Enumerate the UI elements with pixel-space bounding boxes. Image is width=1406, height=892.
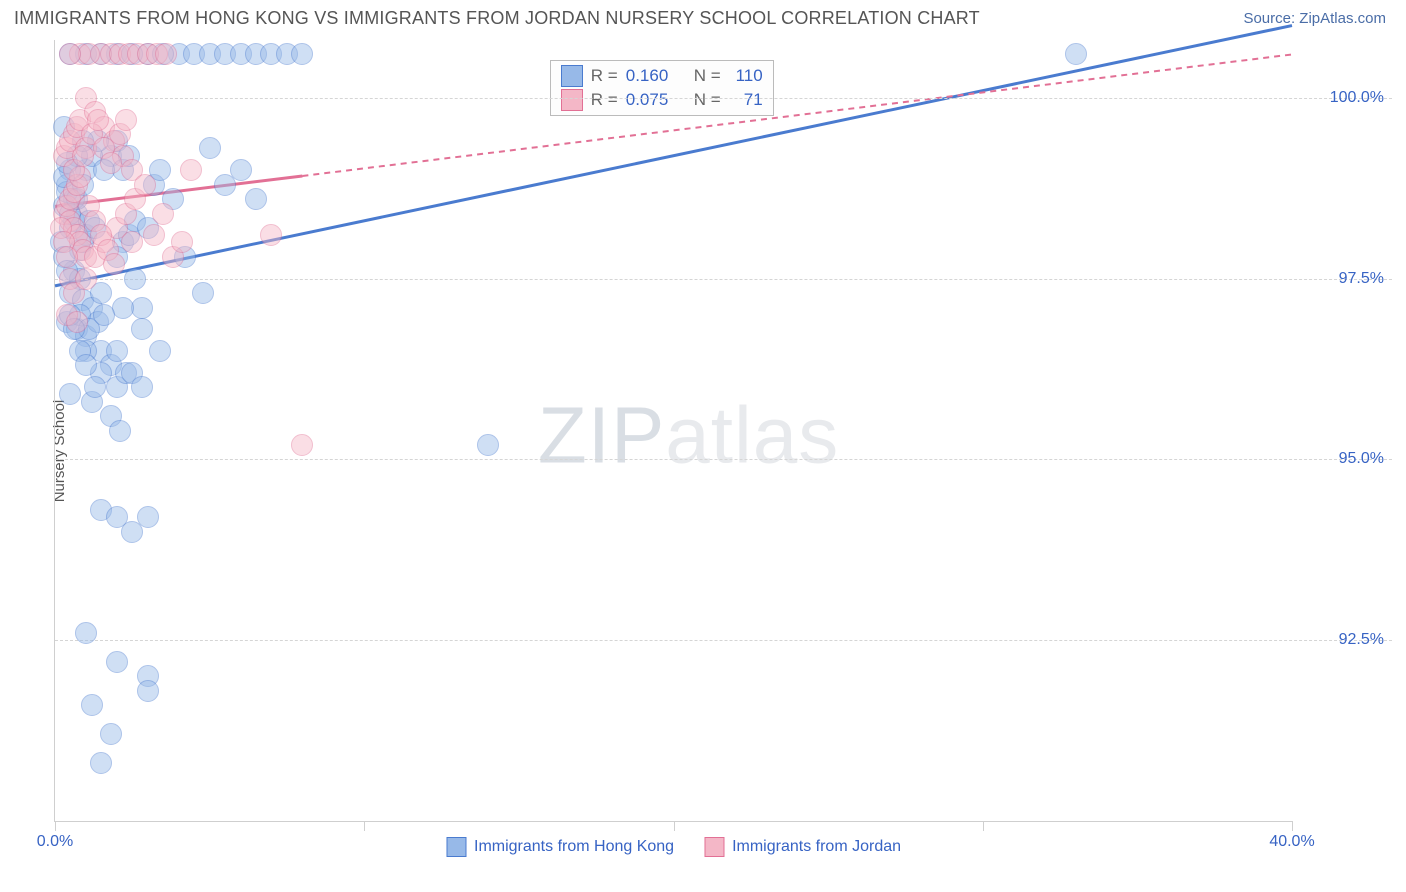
data-point-jd bbox=[72, 145, 94, 167]
data-point-jd bbox=[59, 43, 81, 65]
stats-row-hk: R = 0.160 N = 110 bbox=[561, 65, 763, 87]
data-point-jd bbox=[260, 224, 282, 246]
n-label: N = bbox=[694, 66, 721, 86]
data-point-jd bbox=[56, 246, 78, 268]
data-point-jd bbox=[180, 159, 202, 181]
r-label: R = bbox=[591, 66, 618, 86]
source-label: Source: ZipAtlas.com bbox=[1243, 10, 1386, 27]
x-tick bbox=[674, 821, 675, 831]
data-point-hk bbox=[106, 651, 128, 673]
r-value: 0.075 bbox=[626, 90, 686, 110]
gridline bbox=[55, 640, 1392, 641]
data-point-hk bbox=[230, 159, 252, 181]
n-label: N = bbox=[694, 90, 721, 110]
data-point-hk bbox=[149, 340, 171, 362]
data-point-jd bbox=[100, 152, 122, 174]
data-point-hk bbox=[75, 622, 97, 644]
data-point-jd bbox=[115, 109, 137, 131]
stats-row-jd: R = 0.075 N = 71 bbox=[561, 89, 763, 111]
y-tick-label: 92.5% bbox=[1339, 631, 1384, 649]
data-point-jd bbox=[75, 268, 97, 290]
y-tick-label: 97.5% bbox=[1339, 270, 1384, 288]
data-point-hk bbox=[137, 680, 159, 702]
data-point-hk bbox=[109, 420, 131, 442]
legend-label: Immigrants from Jordan bbox=[732, 838, 901, 856]
x-tick-label: 40.0% bbox=[1269, 833, 1314, 851]
watermark: ZIPatlas bbox=[538, 389, 839, 481]
gridline bbox=[55, 459, 1392, 460]
data-point-jd bbox=[87, 109, 109, 131]
data-point-hk bbox=[100, 723, 122, 745]
data-point-hk bbox=[245, 188, 267, 210]
data-point-hk bbox=[131, 318, 153, 340]
data-point-hk bbox=[93, 304, 115, 326]
data-point-hk bbox=[1065, 43, 1087, 65]
plot-area: ZIPatlas R = 0.160 N = 110 R = 0.075 N =… bbox=[54, 40, 1292, 822]
n-value: 110 bbox=[729, 66, 763, 86]
data-point-hk bbox=[137, 506, 159, 528]
trend-lines bbox=[55, 40, 1292, 821]
data-point-hk bbox=[90, 752, 112, 774]
x-tick bbox=[55, 821, 56, 831]
chart-title: IMMIGRANTS FROM HONG KONG VS IMMIGRANTS … bbox=[14, 8, 980, 29]
data-point-jd bbox=[134, 174, 156, 196]
x-tick bbox=[364, 821, 365, 831]
data-point-jd bbox=[155, 43, 177, 65]
swatch-icon bbox=[704, 837, 724, 857]
data-point-jd bbox=[152, 203, 174, 225]
bottom-legend: Immigrants from Hong Kong Immigrants from… bbox=[446, 837, 901, 857]
legend-item: Immigrants from Jordan bbox=[704, 837, 901, 857]
x-tick-label: 0.0% bbox=[37, 833, 73, 851]
r-value: 0.160 bbox=[626, 66, 686, 86]
gridline bbox=[55, 279, 1392, 280]
data-point-hk bbox=[131, 376, 153, 398]
data-point-hk bbox=[124, 268, 146, 290]
legend-item: Immigrants from Hong Kong bbox=[446, 837, 674, 857]
swatch-icon bbox=[446, 837, 466, 857]
stats-box: R = 0.160 N = 110 R = 0.075 N = 71 bbox=[550, 60, 774, 116]
data-point-hk bbox=[291, 43, 313, 65]
data-point-hk bbox=[81, 694, 103, 716]
data-point-jd bbox=[143, 224, 165, 246]
r-label: R = bbox=[591, 90, 618, 110]
gridline bbox=[55, 98, 1392, 99]
data-point-hk bbox=[84, 376, 106, 398]
chart-area: Nursery School ZIPatlas R = 0.160 N = 11… bbox=[14, 40, 1392, 862]
data-point-jd bbox=[103, 253, 125, 275]
swatch-icon bbox=[561, 89, 583, 111]
n-value: 71 bbox=[729, 90, 763, 110]
data-point-jd bbox=[121, 231, 143, 253]
data-point-hk bbox=[59, 383, 81, 405]
data-point-hk bbox=[477, 434, 499, 456]
x-tick bbox=[983, 821, 984, 831]
y-tick-label: 95.0% bbox=[1339, 450, 1384, 468]
data-point-jd bbox=[291, 434, 313, 456]
data-point-hk bbox=[106, 340, 128, 362]
data-point-hk bbox=[192, 282, 214, 304]
legend-label: Immigrants from Hong Kong bbox=[474, 838, 674, 856]
data-point-hk bbox=[199, 137, 221, 159]
x-tick bbox=[1292, 821, 1293, 831]
swatch-icon bbox=[561, 65, 583, 87]
data-point-jd bbox=[171, 231, 193, 253]
y-tick-label: 100.0% bbox=[1330, 89, 1384, 107]
chart-header: IMMIGRANTS FROM HONG KONG VS IMMIGRANTS … bbox=[0, 0, 1406, 33]
data-point-hk bbox=[75, 354, 97, 376]
data-point-jd bbox=[66, 311, 88, 333]
